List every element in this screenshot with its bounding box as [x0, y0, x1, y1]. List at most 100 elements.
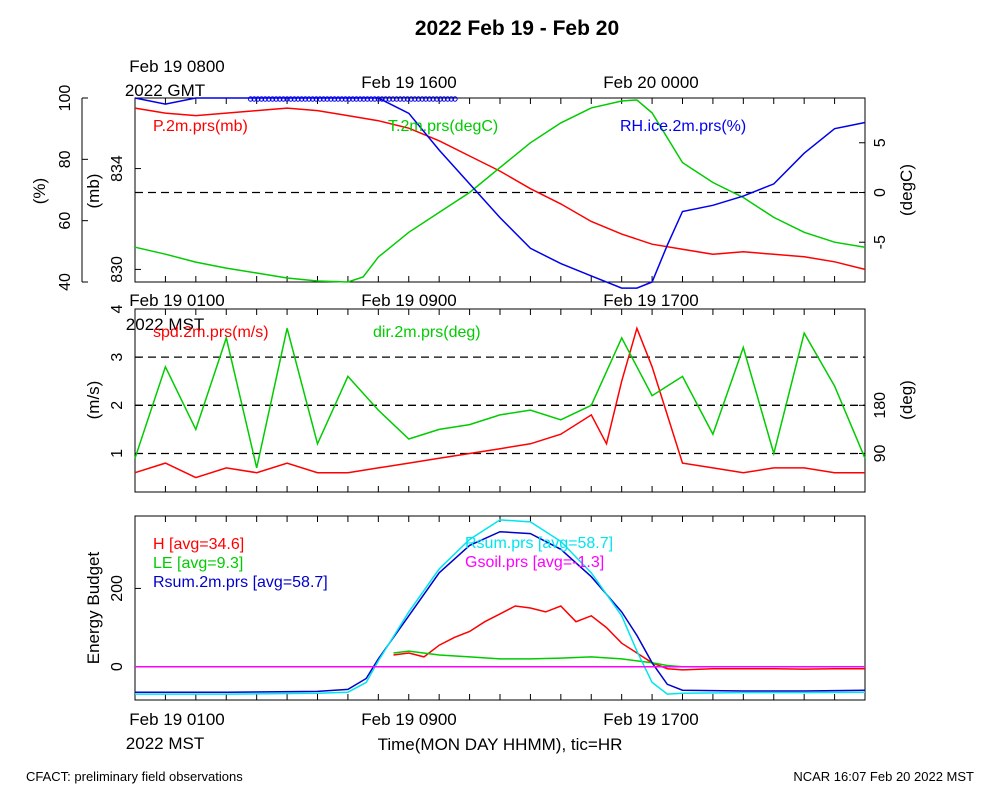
rh-saturation-marker — [335, 96, 341, 102]
pct-tick-label: 80 — [57, 150, 74, 168]
time-label: Feb 19 1700 — [603, 710, 698, 729]
rh-saturation-marker — [404, 96, 411, 102]
rh-saturation-marker — [317, 96, 323, 102]
rh-saturation-marker — [393, 96, 400, 102]
legend-label: dir.2m.prs(deg) — [373, 324, 481, 341]
legend-label: Rsum.prs [avg=58.7] — [465, 535, 613, 552]
e-tick-label: 200 — [109, 575, 126, 602]
series-line — [134, 99, 866, 283]
time-label: Feb 19 0900 — [361, 291, 456, 310]
mb-tick-label: 834 — [109, 155, 126, 182]
chart-title: 2022 Feb 19 - Feb 20 — [415, 17, 619, 40]
energy-axis-label: Energy Budget — [84, 551, 103, 664]
rh-saturation-marker — [452, 96, 458, 102]
legend-label: P.2m.prs(mb) — [153, 118, 248, 135]
time-label: 2022 MST — [126, 315, 204, 334]
series-line — [135, 519, 866, 695]
legend-label: H [avg=34.6] — [153, 536, 244, 553]
deg-tick-label: 90 — [872, 444, 889, 462]
pct-tick-label: 40 — [57, 273, 74, 291]
time-label: Feb 19 0800 — [129, 57, 224, 76]
time-label: Feb 19 0900 — [361, 710, 456, 729]
series-line — [134, 325, 865, 479]
ms-tick-label: 3 — [109, 353, 126, 362]
rh-saturation-marker — [291, 96, 298, 102]
rh-saturation-marker — [277, 96, 283, 102]
rh-saturation-marker — [368, 96, 374, 102]
degc-tick-label: 5 — [872, 138, 889, 147]
time-label: 2022 MST — [126, 734, 204, 753]
rh-saturation-marker — [382, 96, 389, 102]
rh-saturation-marker — [262, 96, 268, 102]
pct-tick-label: 100 — [57, 85, 74, 112]
time-label: 2022 GMT — [125, 81, 205, 100]
footer-right: NCAR 16:07 Feb 20 2022 MST — [793, 769, 974, 784]
series-line — [134, 107, 866, 271]
ms-tick-label: 1 — [109, 449, 126, 458]
x-axis-label: Time(MON DAY HHMM), tic=HR — [378, 735, 623, 754]
rh-saturation-marker — [247, 96, 254, 102]
rh-saturation-marker — [284, 96, 290, 102]
legend-label: Gsoil.prs [avg=-1.3] — [465, 554, 604, 571]
ms-axis-label: (m/s) — [84, 381, 103, 420]
rh-saturation-marker — [280, 96, 287, 102]
rh-saturation-marker — [379, 96, 385, 102]
rh-saturation-marker — [371, 96, 378, 102]
rh-saturation-marker — [295, 96, 301, 102]
footer-left: CFACT: preliminary field observations — [26, 769, 243, 784]
rh-saturation-marker — [397, 96, 403, 102]
rh-saturation-marker — [408, 96, 414, 102]
rh-saturation-marker — [448, 96, 455, 102]
rh-saturation-marker — [415, 96, 422, 102]
series-line — [393, 650, 865, 668]
rh-saturation-marker — [357, 96, 363, 102]
rh-saturation-marker — [313, 96, 319, 102]
time-label: Feb 19 1600 — [361, 73, 456, 92]
series-line — [135, 530, 866, 693]
rh-saturation-marker — [331, 96, 338, 102]
legend-label: RH.ice.2m.prs(%) — [620, 118, 746, 135]
rh-saturation-marker — [346, 96, 352, 102]
deg-axis-label: (deg) — [897, 380, 916, 420]
mb-axis-label: (mb) — [84, 174, 103, 209]
time-label: Feb 20 0000 — [603, 73, 698, 92]
rh-saturation-marker — [273, 96, 279, 102]
rh-saturation-marker — [255, 96, 261, 102]
legend-label: Rsum.2m.prs [avg=58.7] — [153, 574, 328, 591]
pct-tick-label: 60 — [57, 212, 74, 230]
series-line — [393, 605, 865, 671]
legend-label: LE [avg=9.3] — [153, 555, 243, 572]
legend-label: T.2m.prs(degC) — [388, 118, 498, 135]
rh-saturation-marker — [401, 96, 407, 102]
time-label: Feb 19 0100 — [129, 710, 224, 729]
rh-saturation-marker — [412, 96, 418, 102]
rh-saturation-marker — [258, 96, 265, 102]
degc-axis-label: (degC) — [897, 164, 916, 216]
rh-saturation-marker — [386, 96, 392, 102]
rh-saturation-marker — [339, 96, 345, 102]
rh-saturation-marker — [364, 96, 371, 102]
rh-saturation-marker — [375, 96, 382, 102]
rh-saturation-marker — [441, 96, 447, 102]
time-label: Feb 19 1700 — [603, 291, 698, 310]
time-label: Feb 19 0100 — [129, 291, 224, 310]
pct-axis-label: (%) — [30, 178, 49, 204]
deg-tick-label: 180 — [872, 392, 889, 419]
rh-saturation-marker — [306, 96, 312, 102]
rh-saturation-marker — [324, 96, 330, 102]
rh-saturation-marker — [390, 96, 396, 102]
degc-tick-label: -5 — [872, 235, 889, 249]
rh-saturation-marker — [434, 96, 440, 102]
e-tick-label: 0 — [109, 662, 126, 671]
rh-saturation-marker — [251, 96, 257, 102]
rh-saturation-marker — [342, 96, 349, 102]
rh-saturation-marker — [328, 96, 334, 102]
degc-tick-label: 0 — [872, 188, 889, 197]
rh-saturation-marker — [423, 96, 429, 102]
mb-tick-label: 830 — [109, 256, 126, 283]
legend-label: spd.2m.prs(m/s) — [153, 324, 269, 341]
rh-saturation-marker — [288, 96, 294, 102]
rh-saturation-marker — [302, 96, 309, 102]
ms-tick-label: 4 — [109, 304, 126, 313]
